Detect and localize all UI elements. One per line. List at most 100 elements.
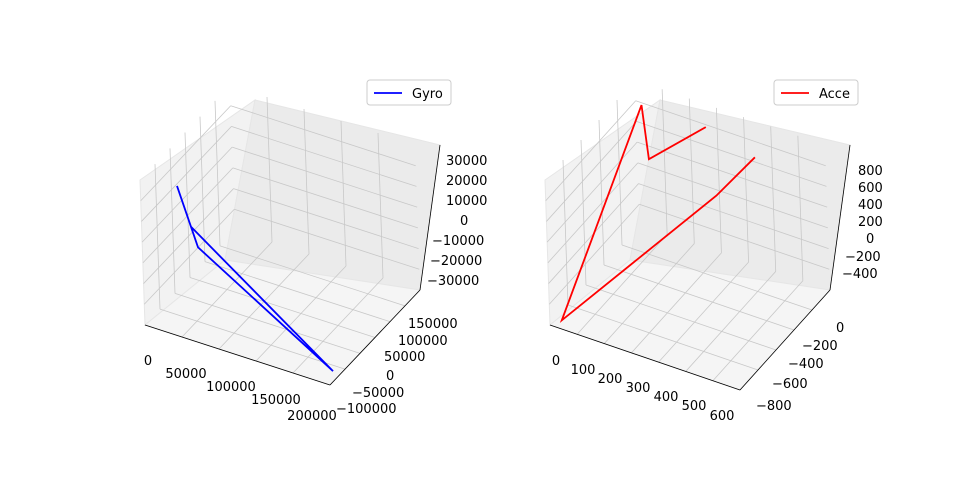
gyro-legend-label: Gyro bbox=[412, 87, 443, 102]
grid-line bbox=[576, 234, 668, 335]
acce-x-axis-line bbox=[549, 324, 741, 391]
gyro-z-tick-label: −10000 bbox=[432, 234, 484, 249]
grid-line bbox=[545, 100, 637, 201]
grid-line bbox=[567, 304, 759, 371]
grid-line bbox=[230, 105, 416, 167]
acce-y-tick-label: 0 bbox=[836, 321, 844, 336]
gyro-z-ticks: −30000 −20000 −10000 0 10000 20000 30000 bbox=[427, 154, 487, 289]
grid-line bbox=[743, 117, 749, 263]
grid-line bbox=[603, 264, 795, 331]
grid-line bbox=[189, 277, 376, 338]
acce-z-tick-label: 400 bbox=[858, 198, 883, 213]
grid-line bbox=[616, 99, 623, 246]
acce-y-ticks: −800 −600 −400 −200 0 bbox=[756, 321, 844, 414]
grid-line bbox=[637, 162, 828, 229]
acce-z-tick-label: 600 bbox=[858, 181, 883, 196]
acce-z-tick-label: −400 bbox=[842, 267, 878, 282]
grid-line bbox=[141, 126, 232, 222]
grid-line bbox=[184, 132, 191, 278]
acce-legend: Acce bbox=[773, 79, 859, 106]
grid-line bbox=[603, 243, 695, 344]
grid-line bbox=[685, 271, 777, 372]
acce-x-tick-label: 200 bbox=[598, 372, 623, 387]
gyro-legend-box bbox=[366, 79, 452, 106]
grid-line bbox=[143, 188, 234, 284]
gyro-x-ticks: 0 50000 100000 150000 200000 bbox=[144, 354, 337, 424]
acce-x-tick-label: 400 bbox=[654, 390, 679, 405]
gyro-z-tick-label: −30000 bbox=[427, 274, 479, 289]
gyro-x-tick-label: 50000 bbox=[165, 367, 206, 382]
gyro-x-tick-label: 100000 bbox=[206, 380, 256, 395]
acce-y-tick-label: −600 bbox=[772, 377, 808, 392]
grid-line bbox=[770, 126, 777, 272]
acce-y-tick-label: −400 bbox=[788, 357, 824, 372]
acce-z-tick-label: 0 bbox=[866, 232, 874, 247]
gyro-z-tick-label: 30000 bbox=[446, 154, 487, 169]
gyro-y-tick-label: −50000 bbox=[352, 386, 404, 401]
acce-z-tick-label: 800 bbox=[858, 164, 883, 179]
acce-y-tick-label: −200 bbox=[802, 339, 838, 354]
acce-z-axis-line bbox=[829, 144, 851, 291]
acce-x-ticks: 0 100 200 300 400 500 600 bbox=[552, 354, 735, 424]
acce-legend-box bbox=[773, 79, 859, 106]
grid-line bbox=[219, 245, 406, 307]
grid-line bbox=[141, 146, 233, 243]
grid-line bbox=[159, 308, 346, 370]
gyro-y-tick-label: 150000 bbox=[408, 317, 458, 332]
grid-line bbox=[234, 208, 420, 270]
gyro-x-tick-label: 150000 bbox=[251, 393, 301, 408]
grid-line bbox=[639, 203, 830, 270]
acce-subplot: 0 100 200 300 400 500 600 −800 −600 −400… bbox=[544, 79, 883, 424]
grid-line bbox=[546, 121, 637, 222]
acce-z-tick-label: 200 bbox=[858, 215, 883, 230]
acce-z-ticks: −400 −200 0 200 400 600 800 bbox=[842, 164, 883, 282]
grid-line bbox=[174, 292, 361, 354]
gyro-x-tick-label: 200000 bbox=[287, 409, 337, 424]
grid-line bbox=[621, 244, 813, 311]
grid-line bbox=[266, 96, 273, 243]
gyro-z-tick-label: 0 bbox=[460, 214, 468, 229]
acce-y-axis-line bbox=[739, 289, 831, 391]
acce-z-tick-label: −200 bbox=[845, 250, 881, 265]
grid-line bbox=[547, 162, 639, 264]
gyro-z-tick-label: 20000 bbox=[446, 174, 487, 189]
gyro-y-tick-label: 100000 bbox=[398, 334, 448, 349]
acce-x-tick-label: 0 bbox=[552, 354, 560, 369]
grid-line bbox=[232, 167, 418, 229]
acce-grid bbox=[545, 89, 830, 381]
gyro-z-tick-label: −20000 bbox=[430, 254, 482, 269]
gyro-x-tick-label: 0 bbox=[144, 354, 152, 369]
gyro-z-axis-line bbox=[419, 144, 441, 291]
grid-line bbox=[585, 284, 777, 351]
grid-line bbox=[154, 164, 161, 310]
gyro-legend: Gyro bbox=[366, 79, 452, 106]
grid-line bbox=[598, 119, 605, 266]
grid-line bbox=[658, 261, 749, 363]
gyro-z-tick-label: 10000 bbox=[446, 194, 487, 209]
grid-line bbox=[199, 116, 206, 262]
grid-line bbox=[712, 280, 804, 381]
gyro-y-tick-label: 50000 bbox=[384, 350, 425, 365]
grid-line bbox=[232, 146, 418, 208]
gyro-y-ticks: −100000 −50000 0 50000 100000 150000 bbox=[336, 317, 458, 417]
grid-line bbox=[303, 108, 310, 255]
acce-x-tick-label: 100 bbox=[571, 363, 596, 378]
grid-line bbox=[233, 188, 419, 249]
grid-line bbox=[661, 89, 668, 235]
grid-line bbox=[231, 126, 417, 187]
grid-line bbox=[548, 204, 640, 305]
grid-line bbox=[635, 100, 826, 167]
grid-line bbox=[638, 183, 829, 249]
acce-x-tick-label: 500 bbox=[682, 399, 707, 414]
gyro-x-axis-line bbox=[144, 324, 331, 386]
grid-line bbox=[143, 209, 235, 305]
grid-line bbox=[716, 107, 722, 253]
gyro-series-line bbox=[176, 185, 334, 372]
acce-x-tick-label: 600 bbox=[710, 409, 735, 424]
acce-series-line bbox=[559, 104, 756, 324]
grid-line bbox=[340, 120, 347, 267]
grid-line bbox=[377, 132, 384, 279]
grid-line bbox=[580, 139, 587, 286]
grid-line bbox=[797, 135, 804, 281]
